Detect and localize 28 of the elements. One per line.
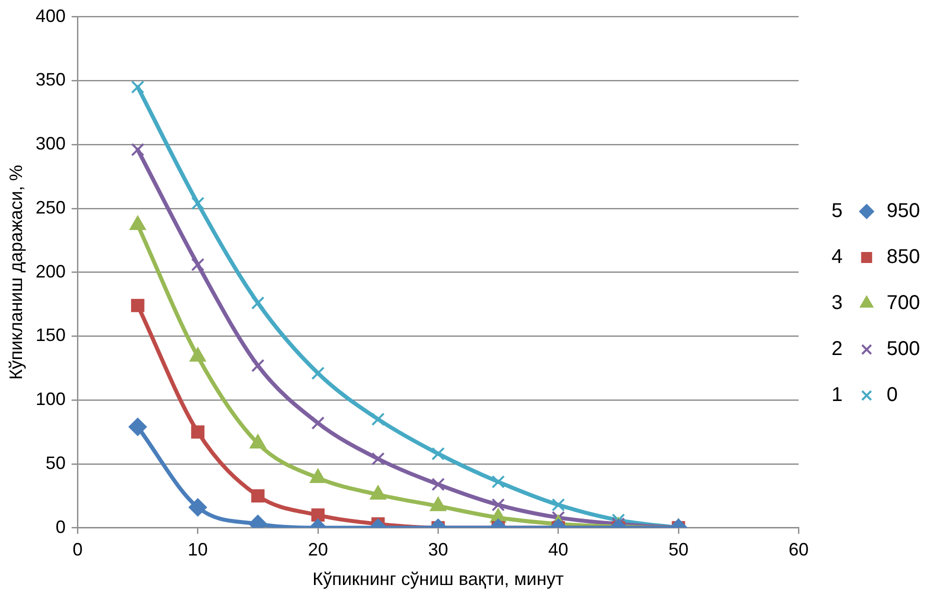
x-tick-label: 50: [668, 540, 688, 560]
y-tick-label: 300: [36, 134, 66, 154]
text: 1: [832, 384, 843, 406]
legend-label: 850: [886, 246, 920, 268]
y-tick-label: 400: [36, 6, 66, 26]
y-tick-label: 150: [36, 325, 66, 346]
legend-label: 500: [886, 338, 920, 360]
text: 4: [832, 246, 843, 268]
y-axis-title: Кўпикланиш даражаси, %: [6, 164, 26, 380]
y-tick-label: 350: [36, 70, 66, 90]
x-tick-label: 40: [548, 540, 568, 560]
x-axis-title: Кўпикнинг сўниш вақти, минут: [312, 569, 564, 590]
legend-label: 950: [886, 200, 920, 222]
text: 3: [832, 292, 843, 314]
y-tick-label: 0: [56, 516, 66, 537]
y-tick-label: 50: [46, 452, 66, 473]
y-tick-label: 200: [36, 261, 66, 282]
x-tick-label: 30: [428, 540, 448, 560]
legend-label: 0: [886, 384, 898, 406]
x-tick-label: 10: [188, 540, 208, 560]
x-tick-label: 0: [72, 540, 83, 560]
text: 5: [832, 200, 843, 222]
x-tick-label: 20: [308, 540, 328, 560]
x-tick-label: 60: [788, 540, 809, 560]
text: 2: [832, 338, 843, 360]
legend-label: 700: [886, 292, 920, 314]
y-tick-label: 100: [36, 389, 66, 410]
y-tick-label: 250: [36, 197, 66, 218]
